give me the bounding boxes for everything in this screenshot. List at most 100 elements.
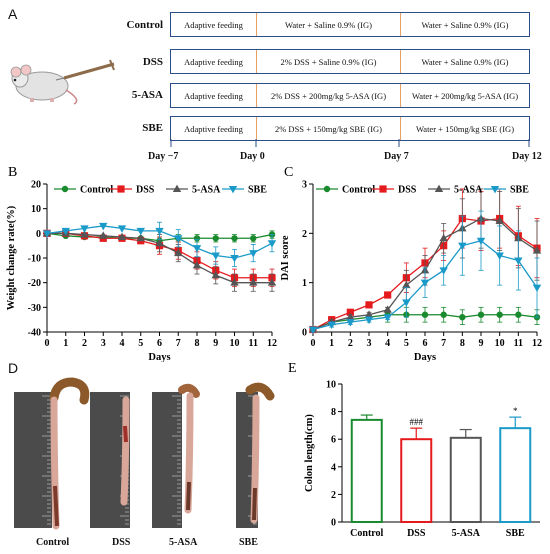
- legend-label: 5-ASA: [454, 185, 483, 196]
- legend-marker: [379, 185, 387, 193]
- legend-label: DSS: [136, 185, 155, 196]
- x-tick-label: 12: [532, 338, 542, 349]
- legend-marker: [172, 184, 182, 192]
- x-tick-label: 7: [441, 338, 446, 349]
- y-tick-label: 6: [331, 435, 336, 446]
- data-point: [267, 278, 277, 286]
- data-point: [211, 252, 220, 260]
- treatment-schedule: Control Adaptive feeding Water + Saline …: [0, 0, 550, 175]
- group-label-control: Control: [126, 19, 163, 31]
- x-tick-label: 8: [460, 338, 465, 349]
- segment: Water + Saline 0.9% (IG): [257, 13, 401, 36]
- data-point: [230, 255, 239, 263]
- panel-letter-d: D: [8, 360, 19, 376]
- mouse-icon: [10, 64, 78, 105]
- x-tick-label: 11: [514, 338, 523, 349]
- bar-dss: [400, 438, 433, 523]
- day-label: Day 0: [240, 151, 265, 162]
- x-tick-label: 7: [176, 338, 181, 349]
- data-point: [249, 250, 258, 258]
- x-tick-label: SBE: [506, 528, 525, 539]
- x-tick-label: 5: [138, 338, 143, 349]
- data-point: [364, 316, 374, 325]
- group-label-sbe: SBE: [142, 122, 163, 134]
- segment: Adaptive feeding: [171, 13, 257, 36]
- y-tick-label: -30: [28, 303, 41, 314]
- data-point: [440, 311, 447, 318]
- x-tick-label: 2: [348, 338, 353, 349]
- x-tick-label: 10: [230, 338, 240, 349]
- colon-dss: [120, 396, 130, 506]
- x-tick-label: 10: [495, 338, 505, 349]
- y-tick-label: -20: [28, 278, 41, 289]
- bar-5asa: [449, 436, 482, 523]
- data-point: [61, 227, 70, 236]
- data-point: [267, 240, 277, 248]
- colon-control: [49, 377, 90, 530]
- data-point: [514, 257, 523, 265]
- data-point: [421, 311, 429, 318]
- data-point: [346, 312, 355, 321]
- y-tick-label: 2: [331, 490, 336, 501]
- panel-letter: C: [284, 165, 293, 180]
- data-point: [420, 279, 430, 288]
- data-point: [515, 311, 522, 318]
- y-tick-label: 8: [331, 407, 336, 418]
- x-tick-label: 9: [479, 338, 484, 349]
- legend-label: Control: [342, 185, 375, 196]
- data-point: [249, 278, 258, 286]
- legend-marker: [490, 186, 500, 194]
- data-point: [192, 261, 202, 269]
- segment: Water + Saline 0.9% (IG): [421, 19, 509, 30]
- segment: Water + 150mg/kg SBE (IG): [415, 123, 515, 134]
- data-point: [99, 222, 108, 231]
- data-point: [383, 314, 392, 322]
- segment: Water + Saline 0.9% (IG): [421, 56, 509, 67]
- y-tick-label: 0: [302, 328, 307, 339]
- day-label: Day 12: [512, 151, 542, 162]
- y-tick-label: 10: [31, 204, 41, 215]
- x-tick-label: 5-ASA: [452, 528, 481, 539]
- data-point: [459, 314, 466, 321]
- significance-marker: ###: [410, 417, 424, 427]
- data-point: [496, 311, 503, 318]
- y-tick-label: -10: [28, 254, 41, 265]
- panel-letter-a: A: [8, 6, 18, 22]
- y-tick-label: 10: [326, 380, 336, 391]
- series-sbe: [42, 221, 277, 268]
- day-label: Day −7: [148, 151, 179, 162]
- legend-label: 5-ASA: [192, 185, 221, 196]
- series-control: [309, 306, 541, 333]
- data-point: [365, 301, 373, 309]
- data-point: [230, 278, 239, 286]
- y-tick-label: 0: [331, 518, 336, 529]
- x-tick-label: 1: [63, 338, 68, 349]
- panel-letter: E: [288, 361, 297, 376]
- x-tick-label: 1: [329, 338, 334, 349]
- y-tick-label: 4: [331, 462, 336, 473]
- schedule-bar-5asa: Adaptive feeding 2% DSS + 200mg/kg 5-ASA…: [170, 83, 530, 108]
- data-point: [308, 326, 318, 334]
- x-tick-label: 0: [311, 338, 316, 349]
- segment: Adaptive feeding: [171, 117, 257, 140]
- data-point: [212, 235, 219, 242]
- data-point: [80, 225, 89, 233]
- series-sbe: [308, 210, 542, 334]
- bar-sbe: [499, 427, 532, 523]
- data-point: [99, 231, 108, 239]
- schedule-bar-sbe: Adaptive feeding 2% DSS + 150mg/kg SBE (…: [170, 116, 530, 141]
- data-point: [532, 284, 542, 292]
- data-point: [42, 230, 52, 238]
- data-point: [495, 252, 504, 260]
- legend-label: Control: [80, 185, 113, 196]
- data-point: [384, 291, 392, 299]
- x-tick-label: 9: [213, 338, 218, 349]
- colon-5asa: [178, 383, 200, 514]
- colon-sbe: [245, 382, 275, 524]
- data-point: [532, 246, 542, 254]
- colon-length-chart: E 0 2 4 6 8 10 Colon length(cm) Control ### DSS 5-A…: [288, 361, 540, 539]
- significance-marker: *: [513, 406, 518, 416]
- data-point: [155, 227, 164, 236]
- colon-photo: [14, 377, 275, 530]
